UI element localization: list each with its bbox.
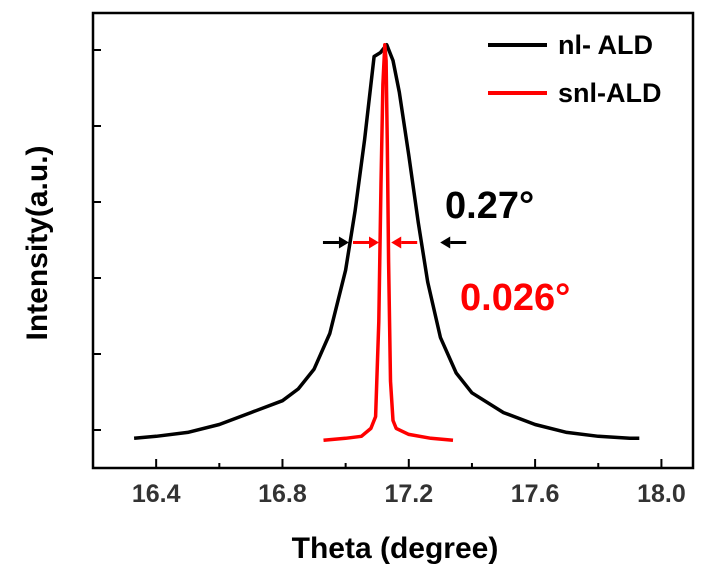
x-axis-ticks [93,459,661,468]
annotation-snl-ald-fwhm: 0.026° [460,277,570,319]
legend-label-snl-ald: snl-ALD [558,78,662,108]
x-tick-label-16.4: 16.4 [132,480,181,508]
x-axis-title: Theta (degree) [292,532,499,565]
fwhm-arrow-snl-right [391,236,417,248]
fwhm-arrows [323,236,466,248]
x-tick-label-18.0: 18.0 [637,480,686,508]
legend: nl- ALD snl-ALD [488,30,662,108]
fwhm-arrow-nl-left [323,236,349,248]
legend-label-nl-ald: nl- ALD [558,30,653,60]
x-tick-label-17.6: 17.6 [511,480,560,508]
annotation-nl-ald-fwhm: 0.27° [445,185,534,227]
x-axis-tick-labels: 16.4 16.8 17.2 17.6 18.0 [132,480,686,508]
fwhm-arrow-snl-left [353,236,379,248]
y-axis-title: Intensity(a.u.) [21,145,54,340]
x-tick-label-16.8: 16.8 [258,480,307,508]
x-tick-label-17.2: 17.2 [384,480,433,508]
fwhm-arrow-nl-right [440,236,466,248]
